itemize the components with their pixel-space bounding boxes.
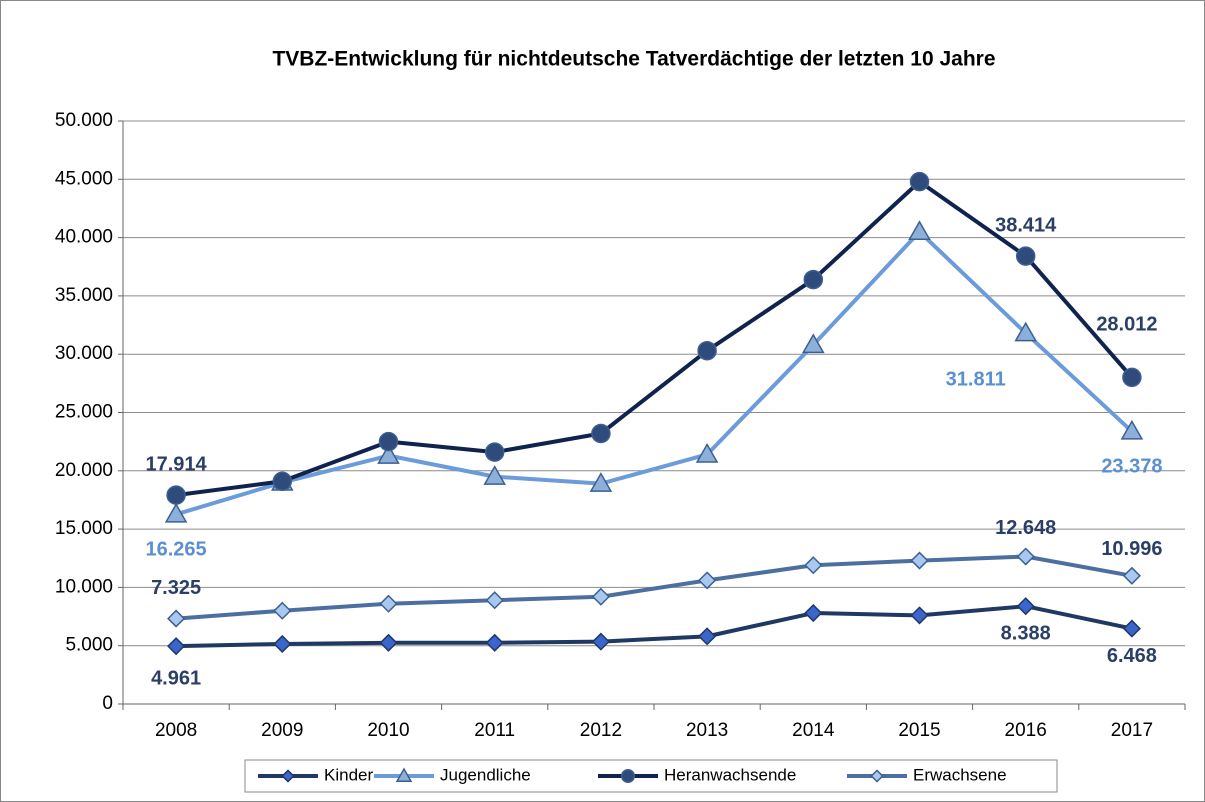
data-point <box>698 627 717 646</box>
data-point <box>379 633 398 652</box>
data-label: 17.914 <box>146 453 208 475</box>
data-label: 4.961 <box>151 667 201 689</box>
y-tick-label: 50.000 <box>55 110 113 131</box>
data-point <box>379 594 398 613</box>
data-point <box>589 472 613 492</box>
chart-title: TVBZ-Entwicklung für nichtdeutsche Tatve… <box>272 48 995 71</box>
y-tick-label: 25.000 <box>55 402 113 423</box>
y-tick-label: 10.000 <box>55 576 113 597</box>
legend-label: Heranwachsende <box>664 765 796 784</box>
data-point <box>1016 547 1035 566</box>
data-point <box>802 333 825 354</box>
data-label: 12.648 <box>995 517 1056 539</box>
data-point <box>909 171 930 192</box>
data-point <box>164 502 188 523</box>
x-tick-label: 2009 <box>261 720 303 741</box>
legend-marker <box>281 769 295 783</box>
data-point <box>272 471 293 492</box>
data-point <box>804 556 823 575</box>
y-tick-label: 30.000 <box>55 343 113 364</box>
data-point <box>377 444 400 464</box>
data-label: 23.378 <box>1101 456 1162 478</box>
x-tick-label: 2008 <box>155 720 197 741</box>
x-tick-label: 2013 <box>686 720 728 741</box>
data-point <box>1122 367 1142 388</box>
data-point <box>484 442 505 462</box>
y-tick-label: 20.000 <box>55 460 113 481</box>
series-line <box>175 179 1134 498</box>
legend-label: Kinder <box>324 765 373 784</box>
y-tick-label: 40.000 <box>55 227 113 248</box>
legend-label: Jugendliche <box>440 765 531 784</box>
data-label: 6.468 <box>1107 645 1157 667</box>
data-point <box>1014 321 1037 342</box>
series-line <box>175 554 1133 621</box>
data-point <box>803 269 824 290</box>
series-line <box>176 604 1133 649</box>
y-tick-label: 15.000 <box>55 518 113 539</box>
data-point <box>1016 597 1035 616</box>
data-point <box>697 340 717 361</box>
data-point <box>591 587 610 606</box>
x-tick-label: 2015 <box>898 720 940 741</box>
series-line <box>175 229 1134 517</box>
data-point <box>485 591 504 610</box>
y-tick-label: 35.000 <box>55 285 113 306</box>
x-tick-label: 2012 <box>580 720 622 741</box>
data-label: 31.811 <box>946 368 1006 390</box>
data-label: 10.996 <box>1101 538 1162 560</box>
x-tick-label: 2014 <box>792 720 835 741</box>
data-label: 16.265 <box>146 539 207 561</box>
data-point <box>1015 246 1036 266</box>
data-point <box>1120 419 1144 440</box>
data-point <box>910 606 929 625</box>
data-label: 7.325 <box>151 577 201 599</box>
data-point <box>591 423 611 444</box>
data-label: 38.414 <box>995 214 1057 236</box>
data-point <box>483 465 506 485</box>
data-label: 28.012 <box>1096 314 1157 336</box>
x-tick-label: 2010 <box>367 720 409 741</box>
legend-marker <box>395 767 413 782</box>
data-point <box>695 442 719 463</box>
legend-marker <box>620 768 636 784</box>
data-label: 8.388 <box>1001 622 1051 644</box>
y-tick-label: 45.000 <box>55 168 113 189</box>
data-point <box>166 485 186 505</box>
data-point <box>1122 566 1141 585</box>
x-tick-label: 2017 <box>1111 720 1153 741</box>
data-point <box>591 632 610 651</box>
data-point <box>1122 619 1141 638</box>
data-point <box>908 220 931 241</box>
data-point <box>273 634 292 654</box>
legend-label: Erwachsene <box>913 765 1007 784</box>
data-point <box>804 603 823 623</box>
y-tick-label: 0 <box>102 693 113 714</box>
legend-marker <box>870 769 884 783</box>
data-point <box>378 431 399 452</box>
data-point <box>485 633 504 652</box>
x-tick-label: 2011 <box>474 720 515 741</box>
data-point <box>910 551 929 570</box>
data-point <box>167 609 186 628</box>
data-point <box>273 601 292 620</box>
y-tick-label: 5.000 <box>65 635 113 656</box>
data-point <box>698 571 717 590</box>
data-point <box>167 637 186 656</box>
x-tick-label: 2016 <box>1005 720 1047 741</box>
